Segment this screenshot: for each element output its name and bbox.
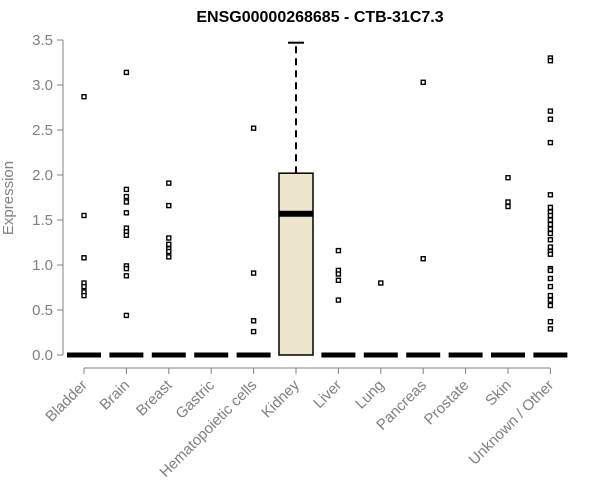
outlier-point [547,116,554,122]
chart-title: ENSG00000268685 - CTB-31C7.3 [196,9,443,26]
outlier-point [166,180,172,186]
box-group [151,180,186,358]
outlier-point [335,271,342,277]
outlier-point [547,267,554,274]
outlier-point [547,192,554,198]
outlier-point [547,212,554,219]
outlier-point [547,139,554,146]
y-axis-label: Expression [0,161,17,235]
outlier-point [547,108,554,114]
outlier-point [250,318,257,324]
outlier-point [123,69,130,76]
outlier-point [547,302,554,309]
outlier-point [335,297,342,303]
outlier-point [123,232,130,239]
box-group [109,69,144,358]
box-group [491,174,525,358]
outlier-point [547,221,554,228]
outlier-point [505,199,511,205]
y-tick-label: 3.0 [32,77,53,94]
outlier-point [547,297,554,303]
x-tick-label: Skin [482,377,515,410]
outlier-point [547,326,554,332]
outlier-point [378,280,384,286]
box-group [67,93,101,358]
y-tick-label: 2.5 [32,122,53,139]
outlier-point [547,237,554,243]
y-tick-label: 1.5 [32,212,53,229]
outlier-point [166,241,172,248]
outlier-point [81,292,87,299]
outlier-point [166,235,172,241]
y-tick-label: 0.5 [32,302,53,319]
outlier-point [123,273,130,279]
outlier-point [547,319,554,325]
outlier-point [505,174,511,181]
outlier-point [123,210,130,216]
outlier-point [505,203,511,210]
outlier-point [250,125,257,131]
outlier-point [123,312,130,319]
outlier-point [123,199,130,205]
x-tick-label: Prostate [421,377,473,429]
outlier-point [250,328,257,335]
x-tick-label: Liver [310,377,345,412]
y-tick-label: 3.5 [32,32,53,49]
outlier-point [123,193,130,200]
outlier-point [547,283,554,290]
outlier-point [166,202,172,209]
box-group [236,125,271,358]
y-tick-label: 1.0 [32,257,53,274]
y-tick-label: 2.0 [32,167,53,184]
outlier-point [123,265,130,272]
outlier-point [547,58,554,64]
box-group [406,79,441,358]
x-tick-label: Breast [133,376,176,419]
outlier-point [166,248,172,255]
box-group [278,41,314,356]
outlier-point [335,277,342,283]
outlier-point [547,217,554,223]
outlier-point [250,270,257,276]
outlier-point [547,230,554,237]
x-tick-label: Bladder [42,377,91,426]
box-iqr [278,172,314,356]
outlier-point [547,251,554,257]
outlier-point [81,93,87,100]
outlier-point [81,283,87,290]
outlier-point [420,256,426,262]
outlier-point [166,254,172,260]
outlier-point [123,186,130,193]
outlier-point [547,244,554,250]
box-group [321,247,356,358]
outlier-point [81,255,87,261]
outlier-point [547,292,554,299]
box-group [533,55,568,358]
x-tick-label: Brain [96,377,133,414]
outlier-point [547,275,554,282]
y-tick-label: 0.0 [32,347,53,364]
outlier-point [81,212,87,219]
y-axis: 0.0 0.5 1.0 1.5 2.0 2.5 3.0 3.5 [32,32,64,364]
outlier-point [547,226,554,232]
outlier-point [547,204,554,211]
outlier-point [335,247,342,254]
box-series [67,41,568,358]
outlier-point [420,79,426,86]
box-group [363,280,398,358]
x-tick-label: Kidney [258,376,303,421]
x-tick-label: Lung [352,377,388,413]
